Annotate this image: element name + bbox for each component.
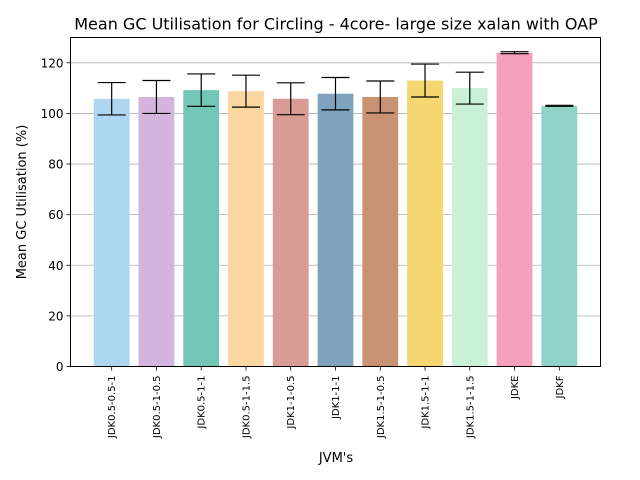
bar bbox=[317, 93, 354, 367]
x-tick-label: JDK1-1-1 bbox=[331, 376, 342, 421]
bar bbox=[496, 52, 533, 367]
bar bbox=[272, 98, 309, 367]
chart-title: Mean GC Utilisation for Circling - 4core… bbox=[74, 15, 598, 34]
x-tick-label: JDKF bbox=[555, 375, 566, 399]
x-tick-label: JDKE bbox=[510, 376, 521, 401]
bar bbox=[407, 80, 443, 367]
y-tick-label: 40 bbox=[48, 259, 63, 273]
x-tick-label: JDK1.5-1-1 bbox=[421, 376, 432, 430]
bar bbox=[93, 98, 130, 367]
bars bbox=[93, 52, 578, 367]
error-bars bbox=[97, 51, 574, 116]
y-axis-label: Mean GC Utilisation (%) bbox=[15, 125, 30, 280]
x-tick-label: JDK1-1-0.5 bbox=[286, 376, 297, 430]
y-tick-label: 0 bbox=[56, 360, 64, 374]
bar bbox=[541, 105, 578, 367]
x-tick-label: JDK1.5-1-1.5 bbox=[465, 376, 476, 440]
bar bbox=[183, 90, 220, 367]
x-tick-label: JDK0.5-1-0.5 bbox=[152, 376, 163, 440]
x-tick-label: JDK0.5-1-1 bbox=[197, 376, 208, 430]
bar bbox=[138, 96, 175, 367]
y-axis-ticks: 0 20 40 60 80 100 120 bbox=[41, 56, 71, 374]
y-tick-label: 20 bbox=[48, 309, 63, 323]
y-tick-label: 80 bbox=[48, 158, 63, 172]
x-tick-label: JDK0.5-1-1.5 bbox=[241, 376, 252, 440]
x-tick-label: JDK1.5-1-0.5 bbox=[376, 376, 387, 440]
x-tick-label: JDK0.5-0.5-1 bbox=[107, 376, 118, 440]
bar bbox=[228, 91, 264, 367]
x-axis-ticks: JDK0.5-0.5-1 JDK0.5-1-0.5 JDK0.5-1-1 JDK0.5… bbox=[107, 366, 566, 440]
bar bbox=[362, 96, 399, 367]
y-tick-label: 60 bbox=[48, 208, 63, 222]
x-axis-label: JVM's bbox=[318, 451, 354, 466]
bar bbox=[451, 88, 488, 367]
y-tick-label: 120 bbox=[41, 56, 64, 70]
y-tick-label: 100 bbox=[41, 107, 64, 121]
